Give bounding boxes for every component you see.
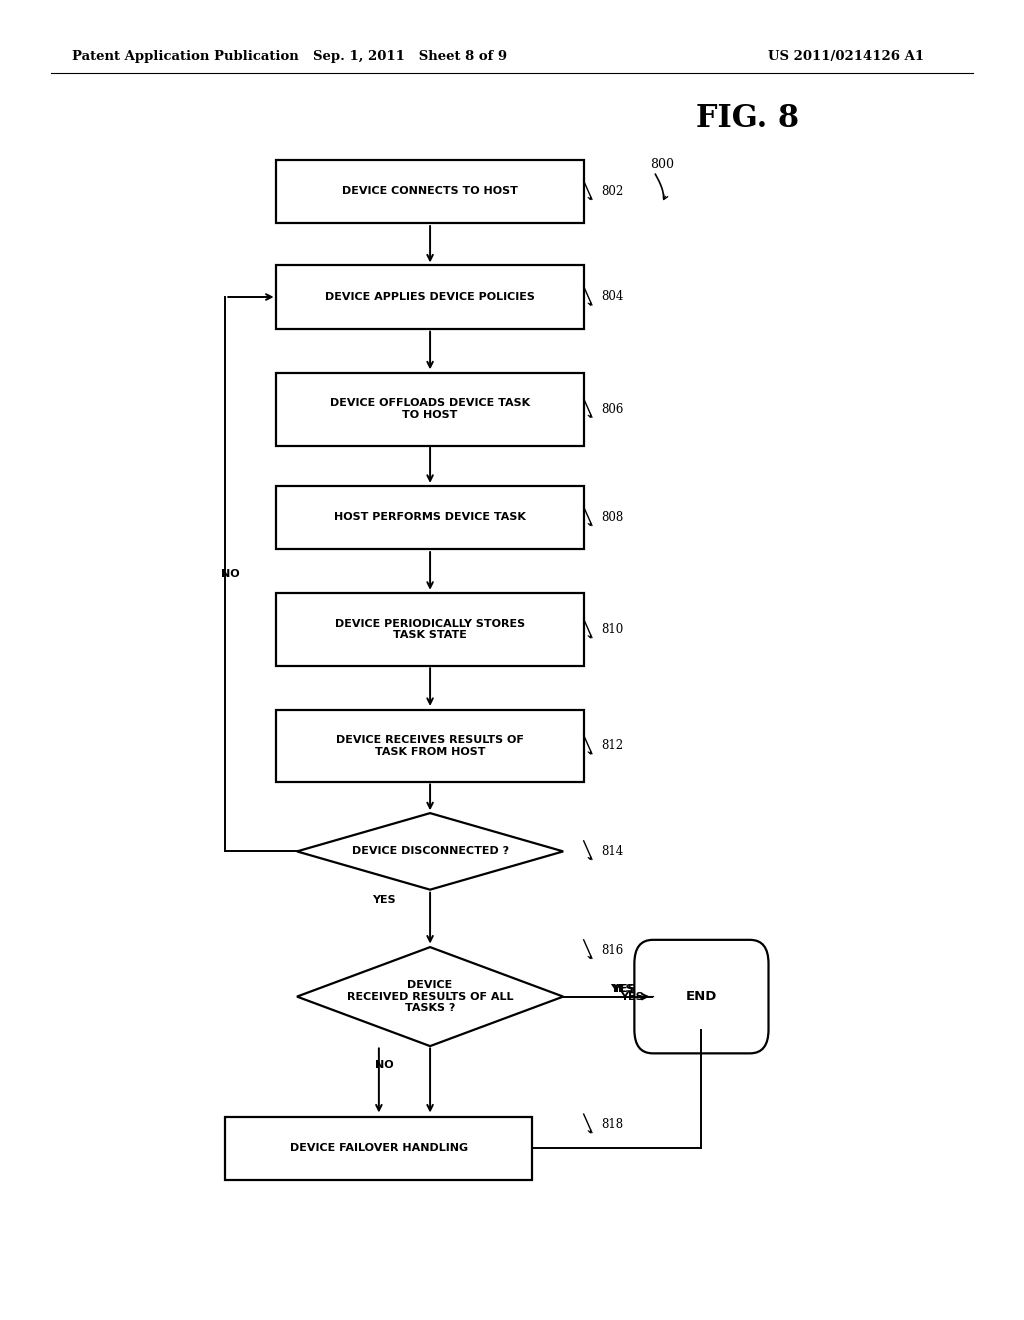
Text: YES: YES — [610, 983, 634, 994]
Text: NO: NO — [375, 1060, 393, 1071]
Text: END: END — [686, 990, 717, 1003]
FancyBboxPatch shape — [276, 160, 584, 223]
FancyBboxPatch shape — [276, 710, 584, 781]
Text: YES: YES — [372, 895, 396, 906]
FancyBboxPatch shape — [276, 594, 584, 667]
Polygon shape — [297, 813, 563, 890]
FancyBboxPatch shape — [225, 1117, 532, 1180]
Text: 802: 802 — [601, 185, 624, 198]
Text: YES—: YES— — [621, 991, 655, 1002]
FancyBboxPatch shape — [276, 265, 584, 329]
Text: 810: 810 — [601, 623, 624, 636]
Text: YES: YES — [612, 983, 636, 994]
FancyBboxPatch shape — [276, 486, 584, 549]
Text: DEVICE
RECEIVED RESULTS OF ALL
TASKS ?: DEVICE RECEIVED RESULTS OF ALL TASKS ? — [347, 979, 513, 1014]
Text: 812: 812 — [601, 739, 624, 752]
Polygon shape — [297, 948, 563, 1045]
Text: DEVICE RECEIVES RESULTS OF
TASK FROM HOST: DEVICE RECEIVES RESULTS OF TASK FROM HOS… — [336, 735, 524, 756]
Text: FIG. 8: FIG. 8 — [696, 103, 800, 135]
Text: 814: 814 — [601, 845, 624, 858]
Text: NO: NO — [221, 569, 240, 579]
Text: DEVICE APPLIES DEVICE POLICIES: DEVICE APPLIES DEVICE POLICIES — [326, 292, 535, 302]
Text: DEVICE DISCONNECTED ?: DEVICE DISCONNECTED ? — [351, 846, 509, 857]
Text: DEVICE CONNECTS TO HOST: DEVICE CONNECTS TO HOST — [342, 186, 518, 197]
Text: DEVICE OFFLOADS DEVICE TASK
TO HOST: DEVICE OFFLOADS DEVICE TASK TO HOST — [330, 399, 530, 420]
Text: Patent Application Publication: Patent Application Publication — [72, 50, 298, 63]
Text: 816: 816 — [601, 944, 624, 957]
Text: 804: 804 — [601, 290, 624, 304]
Text: 818: 818 — [601, 1118, 624, 1131]
FancyBboxPatch shape — [276, 372, 584, 446]
Text: 808: 808 — [601, 511, 624, 524]
FancyBboxPatch shape — [635, 940, 768, 1053]
Text: DEVICE PERIODICALLY STORES
TASK STATE: DEVICE PERIODICALLY STORES TASK STATE — [335, 619, 525, 640]
Text: Sep. 1, 2011   Sheet 8 of 9: Sep. 1, 2011 Sheet 8 of 9 — [312, 50, 507, 63]
Text: HOST PERFORMS DEVICE TASK: HOST PERFORMS DEVICE TASK — [334, 512, 526, 523]
Text: US 2011/0214126 A1: US 2011/0214126 A1 — [768, 50, 924, 63]
Text: 806: 806 — [601, 403, 624, 416]
Text: DEVICE FAILOVER HANDLING: DEVICE FAILOVER HANDLING — [290, 1143, 468, 1154]
Text: 800: 800 — [650, 158, 674, 172]
